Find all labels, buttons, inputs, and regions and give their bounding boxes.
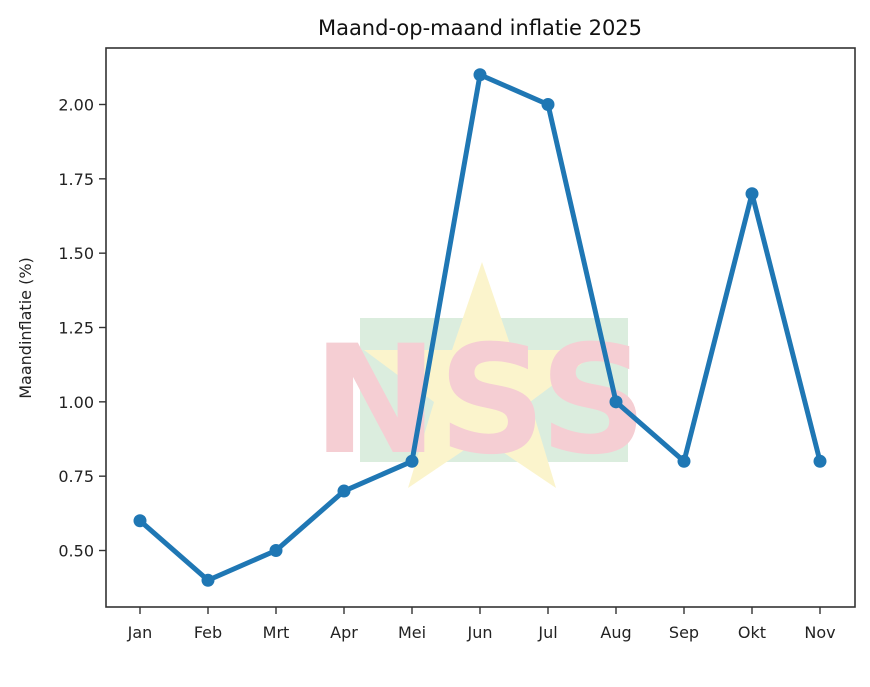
data-point-marker bbox=[269, 544, 283, 558]
data-point-marker bbox=[541, 97, 555, 111]
data-point-marker bbox=[609, 395, 623, 409]
y-tick-label: 1.50 bbox=[58, 244, 94, 263]
data-point-marker bbox=[337, 484, 351, 498]
data-point-marker bbox=[133, 514, 147, 528]
x-tick-label: Mrt bbox=[263, 623, 290, 642]
nss-watermark: NSS bbox=[313, 262, 648, 488]
x-tick-label: Feb bbox=[194, 623, 222, 642]
x-tick-label: Jan bbox=[127, 623, 153, 642]
chart-title: Maand-op-maand inflatie 2025 bbox=[318, 16, 642, 40]
data-point-marker bbox=[201, 573, 215, 587]
x-axis: Jan Feb Mrt Apr Mei Jun Jul Aug Sep Okt Nov bbox=[127, 607, 836, 642]
axes-frame bbox=[105, 47, 856, 608]
y-axis-label: Maandinflatie (%) bbox=[16, 257, 35, 399]
x-tick-label: Jun bbox=[467, 623, 493, 642]
data-point-marker bbox=[473, 68, 487, 82]
x-tick-label: Apr bbox=[330, 623, 358, 642]
plot-area bbox=[133, 68, 827, 587]
x-tick-label: Aug bbox=[600, 623, 631, 642]
y-tick-label: 0.50 bbox=[58, 542, 94, 561]
data-point-marker bbox=[745, 187, 759, 201]
y-tick-label: 1.00 bbox=[58, 393, 94, 412]
data-point-marker bbox=[677, 454, 691, 468]
x-tick-label: Mei bbox=[398, 623, 426, 642]
x-tick-label: Okt bbox=[738, 623, 766, 642]
data-point-marker bbox=[405, 454, 419, 468]
y-tick-label: 1.25 bbox=[58, 319, 94, 338]
y-tick-label: 0.75 bbox=[58, 467, 94, 486]
x-tick-label: Sep bbox=[669, 623, 699, 642]
y-tick-label: 2.00 bbox=[58, 95, 94, 114]
watermark-star-icon bbox=[364, 262, 600, 488]
data-point-marker bbox=[813, 454, 827, 468]
x-tick-label: Jul bbox=[537, 623, 557, 642]
y-axis: 0.50 0.75 1.00 1.25 1.50 1.75 2.00 bbox=[58, 95, 106, 561]
y-tick-label: 1.75 bbox=[58, 170, 94, 189]
x-tick-label: Nov bbox=[804, 623, 835, 642]
watermark-text: NSS bbox=[313, 314, 648, 488]
